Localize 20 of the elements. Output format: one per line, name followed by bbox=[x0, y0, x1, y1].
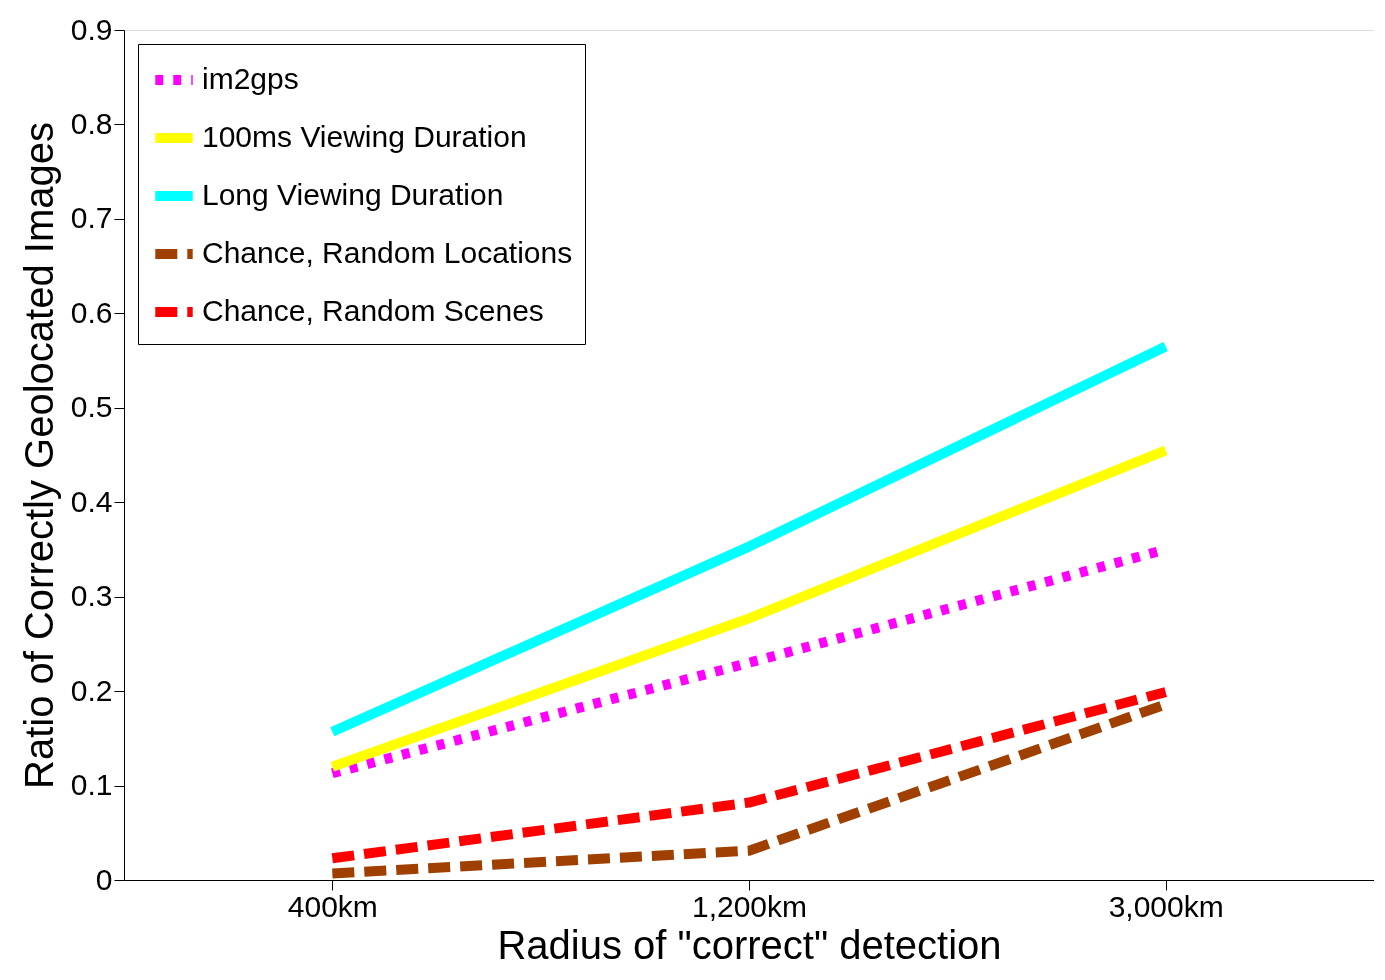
y-tick-label: 0.5 bbox=[70, 390, 113, 424]
legend-label: Chance, Random Locations bbox=[202, 236, 573, 269]
legend-label: Chance, Random Scenes bbox=[202, 294, 544, 327]
legend-label: Long Viewing Duration bbox=[202, 178, 504, 211]
y-tick-label: 0.6 bbox=[70, 295, 113, 329]
legend-label: 100ms Viewing Duration bbox=[202, 120, 527, 153]
y-tick-label: 0.3 bbox=[70, 579, 113, 613]
y-tick-label: 0.4 bbox=[70, 484, 113, 518]
y-tick-label: 0.9 bbox=[70, 12, 113, 46]
y-tick-label: 0.8 bbox=[70, 106, 113, 140]
y-tick-label: 0 bbox=[95, 862, 113, 896]
y-axis-title: Ratio of Correctly Geolocated Images bbox=[16, 122, 61, 789]
x-tick-label: 400km bbox=[287, 889, 378, 923]
y-tick-label: 0.2 bbox=[70, 673, 113, 707]
x-tick-label: 1,200km bbox=[691, 889, 808, 923]
y-tick-label: 0.7 bbox=[70, 201, 113, 235]
x-axis-title: Radius of "correct" detection bbox=[497, 922, 1002, 967]
x-tick-label: 3,000km bbox=[1108, 889, 1224, 923]
legend-label: im2gps bbox=[202, 62, 299, 95]
y-tick-label: 0.1 bbox=[70, 768, 113, 802]
